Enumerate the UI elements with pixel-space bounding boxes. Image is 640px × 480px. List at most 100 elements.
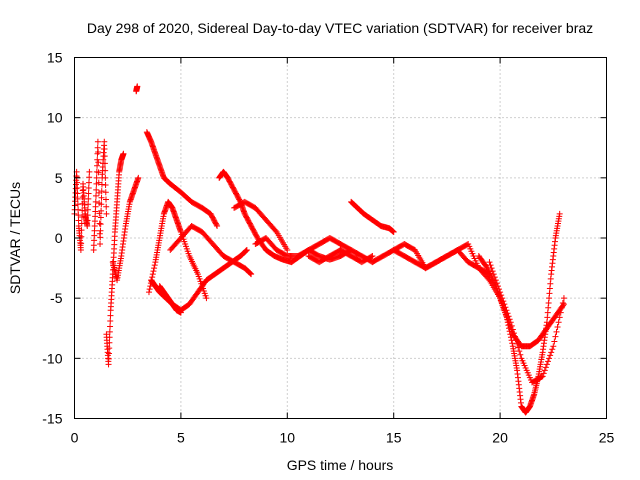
data-point	[95, 169, 102, 176]
data-point	[97, 221, 104, 228]
data-point	[97, 241, 104, 248]
data-point	[550, 343, 557, 350]
data-point	[85, 190, 92, 197]
data-point	[517, 351, 524, 358]
data-point	[78, 227, 85, 234]
series-track-18	[486, 259, 567, 386]
data-point	[86, 168, 93, 175]
data-point	[105, 361, 112, 368]
data-point	[103, 210, 110, 217]
data-point	[504, 310, 511, 317]
series-track-9	[156, 283, 184, 316]
data-point	[149, 271, 156, 278]
data-point	[541, 367, 548, 374]
data-point	[85, 201, 92, 208]
data-point	[557, 309, 564, 316]
series-track-4	[109, 174, 142, 284]
x-tick-label: 0	[71, 430, 79, 446]
data-point	[490, 271, 497, 278]
data-point	[493, 280, 500, 287]
data-point	[496, 286, 503, 293]
data-point	[514, 340, 521, 347]
y-tick-label: 15	[47, 50, 63, 66]
data-point	[492, 277, 499, 284]
data-point	[93, 186, 100, 193]
data-point	[544, 358, 551, 365]
data-point	[151, 262, 158, 269]
data-point	[498, 292, 505, 299]
data-point	[78, 240, 85, 247]
data-point	[98, 188, 105, 195]
data-point	[272, 227, 279, 234]
data-point	[101, 160, 108, 167]
data-point	[540, 370, 547, 377]
data-point	[516, 348, 523, 355]
data-point	[488, 265, 495, 272]
data-point	[106, 345, 113, 352]
data-point	[508, 322, 515, 329]
data-point	[549, 346, 556, 353]
series-track-13	[252, 235, 355, 260]
axis-ticks	[74, 57, 607, 419]
x-tick-label: 15	[386, 430, 402, 446]
data-point	[98, 194, 105, 201]
data-point	[102, 196, 109, 203]
data-point	[502, 304, 509, 311]
data-point	[96, 220, 103, 227]
data-point	[369, 253, 376, 260]
data-point	[78, 213, 85, 220]
data-point	[497, 289, 504, 296]
data-point	[97, 234, 104, 241]
data-point	[84, 212, 91, 219]
data-point	[134, 83, 141, 90]
chart-title: Day 298 of 2020, Sidereal Day-to-day VTE…	[87, 20, 593, 36]
series-track-14	[305, 247, 376, 266]
series-track-12	[231, 198, 291, 254]
data-point	[106, 328, 113, 335]
data-point	[487, 262, 494, 269]
data-point	[556, 210, 563, 217]
data-point	[92, 192, 99, 199]
data-points	[71, 83, 567, 416]
series-track-5	[133, 83, 141, 95]
x-axis-label: GPS time / hours	[287, 457, 394, 473]
data-point	[503, 307, 510, 314]
data-point	[214, 222, 221, 229]
data-point	[203, 295, 210, 302]
data-point	[85, 179, 92, 186]
x-tick-label: 10	[280, 430, 296, 446]
data-point	[78, 220, 85, 227]
data-point	[145, 289, 152, 296]
data-point	[107, 312, 114, 319]
data-point	[486, 259, 493, 266]
data-point	[95, 159, 102, 166]
data-point	[284, 247, 291, 254]
data-point	[509, 340, 516, 347]
x-tick-label: 20	[492, 430, 508, 446]
series-track-6	[143, 129, 221, 229]
data-point	[147, 283, 154, 290]
y-tick-label: 5	[55, 170, 63, 186]
data-point	[78, 233, 85, 240]
series-track-3	[103, 150, 127, 368]
data-point	[515, 344, 522, 351]
data-point	[102, 189, 109, 196]
data-point	[77, 247, 84, 254]
data-point	[84, 222, 91, 229]
x-tick-label: 25	[599, 430, 615, 446]
data-point	[85, 195, 92, 202]
data-point	[347, 246, 354, 253]
data-point	[105, 350, 112, 357]
data-point	[547, 352, 554, 359]
data-point	[551, 338, 558, 345]
data-point	[74, 185, 81, 192]
series-track-10	[167, 222, 255, 278]
data-point	[539, 373, 546, 380]
data-point	[94, 162, 101, 169]
data-point	[500, 298, 507, 305]
data-point	[150, 268, 157, 275]
data-point	[101, 138, 108, 145]
data-point	[543, 361, 550, 368]
data-point	[135, 174, 142, 181]
data-point	[107, 323, 114, 330]
